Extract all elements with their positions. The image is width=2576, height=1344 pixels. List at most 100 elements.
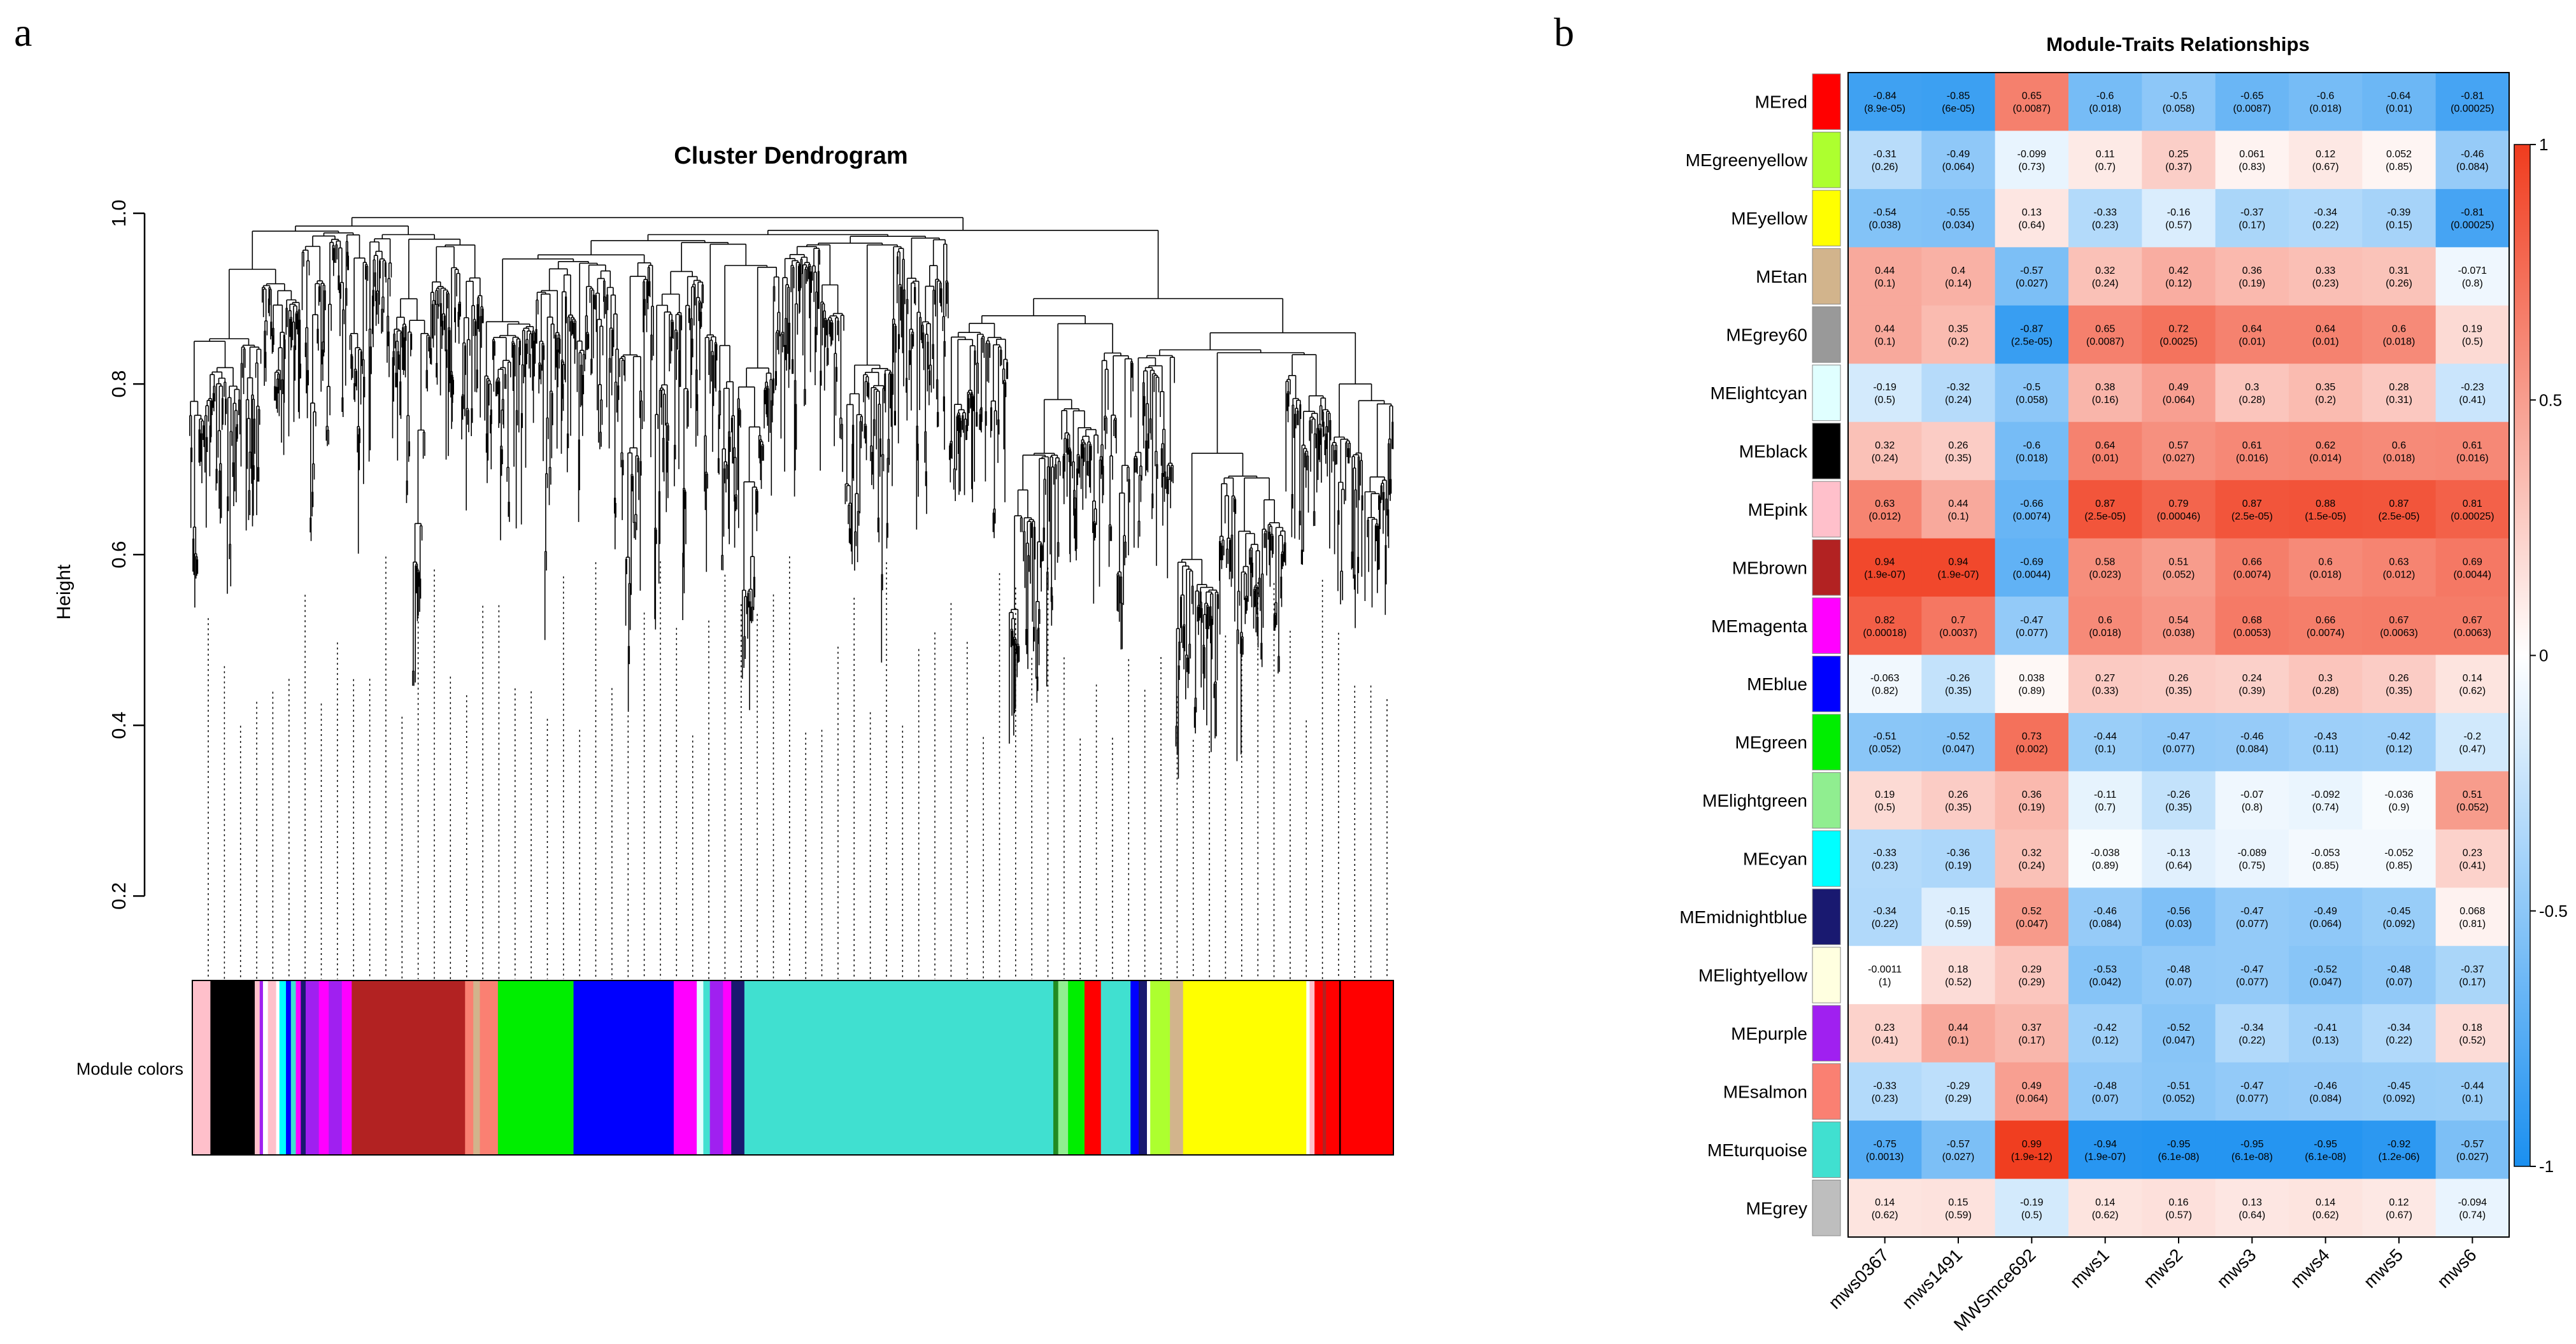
module-color-segment [1170, 980, 1184, 1155]
row-color [1812, 1063, 1841, 1120]
cell-value: -0.48 [2093, 1080, 2117, 1091]
cell-p-value: (0.018) [2309, 569, 2342, 580]
heatmap-cell [2289, 945, 2363, 1005]
cell-p-value: (0.052) [2163, 1093, 2195, 1104]
heatmap-cell [2362, 247, 2437, 306]
heatmap-cell [2215, 771, 2289, 830]
cell-value: 0.36 [2022, 789, 2042, 800]
module-color-segment [731, 980, 745, 1155]
row-color [1812, 947, 1841, 1003]
row-color [1812, 364, 1841, 421]
heatmap-cell [1995, 188, 2069, 248]
cell-value: -0.47 [2240, 964, 2264, 975]
cell-p-value: (0.89) [2092, 861, 2119, 872]
heatmap-cell [2289, 1178, 2363, 1238]
cell-p-value: (0.00025) [2451, 511, 2494, 522]
heatmap-cell [1921, 771, 1996, 830]
cell-value: 0.87 [2389, 499, 2409, 509]
module-color-segment [286, 980, 292, 1155]
cell-p-value: (0.41) [1872, 1035, 1898, 1046]
heatmap-cell [2435, 654, 2510, 714]
cell-p-value: (0.62) [1872, 1210, 1898, 1220]
cell-value: 0.7 [1951, 615, 1965, 626]
cell-value: 0.63 [2389, 556, 2409, 567]
module-color-segment [673, 980, 697, 1155]
heatmap-cell [2142, 1121, 2216, 1180]
heatmap-cell [2142, 829, 2216, 888]
heatmap-cell [2289, 421, 2363, 481]
module-color-segment [301, 980, 306, 1155]
cell-p-value: (0.23) [1872, 1093, 1898, 1104]
heatmap-cell [2215, 421, 2289, 481]
row-label: MEbrown [1732, 558, 1807, 577]
heatmap-cell [2142, 421, 2216, 481]
heatmap-cell [1995, 480, 2069, 539]
heatmap-cell [2142, 480, 2216, 539]
cell-p-value: (0.092) [2383, 919, 2416, 930]
module-color-segment [1100, 980, 1131, 1155]
cell-value: -0.41 [2314, 1022, 2337, 1033]
panel-label: b [1554, 10, 1574, 55]
cell-p-value: (0.85) [2386, 861, 2412, 872]
heatmap-cell [1995, 247, 2069, 306]
heatmap-cell [2289, 597, 2363, 655]
cell-value: -0.15 [1947, 906, 1970, 917]
cell-p-value: (0.0063) [2380, 628, 2418, 639]
cell-value: -0.55 [1947, 208, 1970, 218]
cell-value: -0.66 [2020, 499, 2044, 509]
cell-p-value: (0.22) [2386, 1035, 2412, 1046]
cell-value: -0.45 [2387, 1080, 2411, 1091]
cell-value: 0.94 [1948, 556, 1968, 567]
heatmap-cell [2289, 1121, 2363, 1180]
row-color [1812, 131, 1841, 188]
cell-value: 0.27 [2095, 673, 2115, 684]
heatmap-cell [2068, 480, 2142, 539]
cell-value: 0.28 [2389, 382, 2409, 393]
cell-p-value: (6.1e-08) [2231, 1152, 2273, 1163]
row-label: MEgreenyellow [1686, 150, 1808, 170]
cell-value: -0.46 [2314, 1080, 2337, 1091]
cell-value: -0.51 [1873, 732, 1896, 742]
heatmap-cell [2435, 480, 2510, 539]
heatmap-cell [2215, 597, 2289, 655]
row-label: MEmidnightblue [1679, 907, 1807, 927]
heatmap-cell [2289, 131, 2363, 190]
heatmap-cell [1921, 73, 1996, 131]
cell-p-value: (0.047) [2016, 919, 2048, 930]
cell-value: 0.38 [2095, 382, 2115, 393]
cell-p-value: (0.39) [2238, 686, 2265, 697]
row-color [1812, 306, 1841, 363]
module-color-segment [267, 980, 277, 1155]
cell-p-value: (0.084) [2309, 1093, 2342, 1104]
cell-p-value: (0.2) [1948, 337, 1969, 348]
cell-value: -0.089 [2238, 848, 2266, 859]
x-tick-label: mws4 [2286, 1245, 2333, 1292]
module-color-segment [290, 980, 297, 1155]
cell-p-value: (0.038) [2163, 628, 2195, 639]
heatmap-cell [2142, 305, 2216, 364]
cell-p-value: (2.5e-05) [2011, 337, 2053, 348]
cell-p-value: (0.058) [2016, 395, 2048, 406]
heatmap-cell [1921, 1004, 1996, 1063]
y-tick-label: 0.4 [108, 712, 130, 739]
x-tick-label: mws1491 [1898, 1245, 1967, 1313]
cell-value: -0.65 [2240, 91, 2264, 102]
heatmap-cell [2362, 597, 2437, 655]
heatmap-cell [2362, 480, 2437, 539]
module-color-segment [341, 980, 352, 1155]
cell-value: -0.49 [1947, 149, 1970, 160]
cell-value: -0.5 [2023, 382, 2041, 393]
cell-value: 0.12 [2316, 149, 2335, 160]
cell-value: -0.54 [1873, 208, 1896, 218]
row-color [1812, 481, 1841, 538]
heatmap-cell [2289, 771, 2363, 830]
row-label: MEcyan [1743, 849, 1807, 869]
cell-p-value: (0.62) [2459, 686, 2486, 697]
heatmap-cell [1921, 888, 1996, 947]
cell-p-value: (0.016) [2236, 453, 2268, 463]
module-color-segment [1053, 980, 1059, 1155]
cell-value: -0.94 [2093, 1139, 2117, 1150]
cell-p-value: (0.82) [1872, 686, 1898, 697]
module-color-segment [295, 980, 301, 1155]
